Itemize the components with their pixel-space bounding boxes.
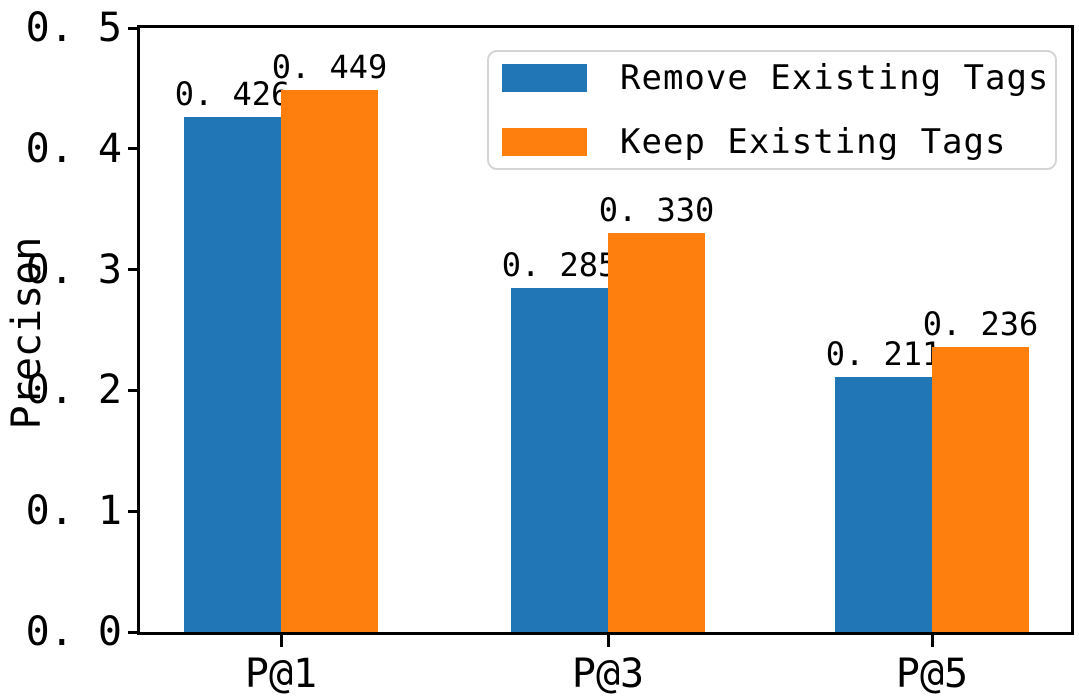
bar-value-label-p@1-remove-existing-tags: 0. 426 [174,75,291,114]
bar-p@3-remove-existing-tags [511,287,608,632]
bar-value-label-p@5-keep-existing-tags: 0. 236 [922,304,1039,343]
y-tick-mark [128,268,140,272]
y-tick-label: 0. 5 [25,5,122,51]
bar-value-label-p@5-remove-existing-tags: 0. 211 [825,335,942,374]
x-tick-mark [930,635,934,647]
y-tick-mark [128,509,140,513]
bar-p@1-keep-existing-tags [281,89,378,632]
legend-row: Keep Existing Tags [502,122,1055,162]
bar-p@5-remove-existing-tags [835,377,932,632]
x-tick-label-p@3: P@3 [571,651,645,697]
bar-p@3-keep-existing-tags [608,233,705,632]
legend: Remove Existing Tags Keep Existing Tags [487,50,1057,170]
bar-value-label-p@3-remove-existing-tags: 0. 285 [501,245,618,284]
x-tick-mark [279,635,283,647]
x-tick-label-p@1: P@1 [244,651,318,697]
y-tick-label: 0. 0 [25,609,122,655]
x-tick-label-p@5: P@5 [895,651,969,697]
bar-value-label-p@1-keep-existing-tags: 0. 449 [271,47,388,86]
y-tick-mark [128,388,140,392]
x-tick-mark [606,635,610,647]
y-tick-label: 0. 1 [25,488,122,535]
bar-p@1-remove-existing-tags [184,117,281,632]
legend-swatch-keep-existing-tags [502,128,587,156]
y-tick-label: 0. 4 [25,125,122,172]
bar-value-label-p@3-keep-existing-tags: 0. 330 [598,191,715,230]
y-tick-label: 0. 2 [25,367,122,414]
legend-label: Keep Existing Tags [620,122,1007,162]
y-tick-label: 0. 3 [25,246,122,293]
legend-row: Remove Existing Tags [502,58,1055,98]
legend-label: Remove Existing Tags [620,58,1050,98]
y-tick-mark [128,26,140,30]
y-tick-mark [128,147,140,151]
bar-p@5-keep-existing-tags [932,346,1029,632]
legend-swatch-remove-existing-tags [502,64,587,92]
y-tick-mark [128,630,140,634]
